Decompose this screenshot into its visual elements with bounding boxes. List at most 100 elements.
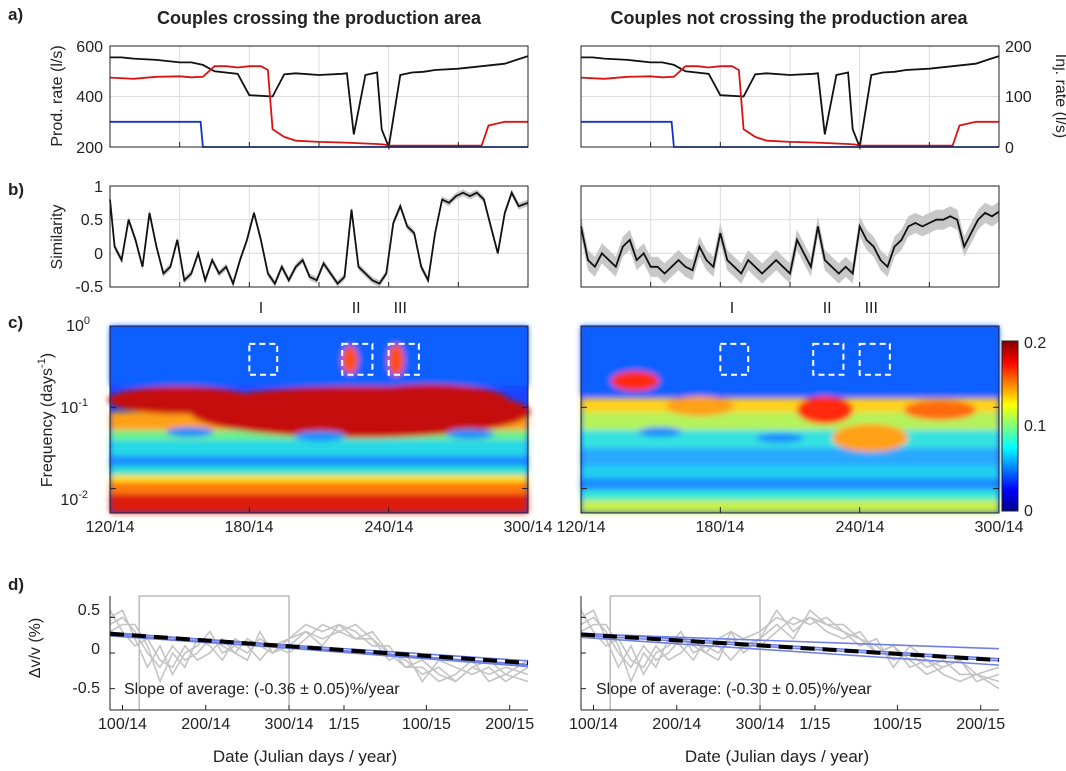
xtick-label-240-14-left: 240/14	[365, 519, 414, 536]
fit-line-1	[580, 632, 1000, 650]
panel-c-left: 100 10-1 10-2 Frequency (days-1) 120/14 …	[36, 315, 553, 536]
xtick-label-180-14-right: 180/14	[696, 519, 745, 536]
xtick-label-1-15: 1/15	[328, 716, 359, 733]
event-label-I-left: I	[259, 300, 263, 317]
xtick-label-200-15: 200/15	[956, 716, 1005, 733]
colorbar-label-0.2: 0.2	[1024, 335, 1046, 352]
ylabel-prod-rate: Prod. rate (l/s)	[49, 45, 66, 146]
band-low-freq-1	[110, 494, 528, 513]
average-fit-line	[580, 632, 1000, 663]
fits-d-right	[580, 632, 1000, 666]
orange-blob-r-4	[904, 400, 976, 420]
xtick-label-180-14-left: 180/14	[225, 519, 274, 536]
panel-a-left: 600 400 200 Prod. rate (l/s)	[49, 39, 529, 157]
y2tick-label-100: 100	[1005, 89, 1032, 106]
slope-text-right: Slope of average: (-0.30 ± 0.05)%/year	[596, 681, 872, 698]
ytick-label-minus-0.5: -0.5	[75, 279, 103, 296]
ytick-label-600: 600	[76, 39, 103, 56]
orange-blob-r-3	[832, 424, 908, 452]
panel-a-right: 200 100 0 Inj. rate (l/s)	[580, 39, 1066, 157]
uncertainty-band	[581, 201, 999, 284]
series-line-1	[580, 65, 999, 147]
panel-d-left: 0.5 0 -0.5 Δv/v (%) Slope of average: (-…	[27, 595, 534, 766]
xtick-label-100-15: 100/15	[402, 716, 451, 733]
ylabel-dvv: Δv/v (%)	[27, 618, 44, 678]
ylabel-frequency: Frequency (days-1)	[36, 353, 56, 487]
panel-letter-c: c)	[8, 313, 23, 332]
traces-d-left	[109, 609, 529, 684]
ticks-c-right	[580, 325, 1000, 513]
event-label-I-right: I	[730, 300, 734, 317]
colorbar: 0.2 0.1 0	[1001, 335, 1046, 520]
xtick-label-300-14-left: 300/14	[504, 519, 553, 536]
cyan-hole-1	[166, 427, 214, 437]
xtick-label-200-15: 200/15	[485, 716, 534, 733]
event-box-3	[387, 342, 420, 376]
heatmap-c-left	[108, 325, 530, 514]
ytick-label-0.5: 0.5	[81, 212, 103, 229]
series-b-left	[109, 189, 529, 287]
xtick-label-100-14: 100/14	[569, 716, 618, 733]
panel-b-left: 1 0.5 0 -0.5 Similarity	[49, 179, 529, 296]
series-b-right	[580, 201, 1000, 284]
ticks-a-left	[109, 142, 529, 147]
slope-text-left: Slope of average: (-0.36 ± 0.05)%/year	[124, 681, 400, 698]
ytick-label-d-0: 0	[91, 641, 100, 658]
boxes-c-right	[719, 342, 891, 376]
ytick-label-0: 0	[94, 246, 103, 263]
axes-d-right	[580, 596, 999, 711]
xtick-label-120-14-right: 120/14	[557, 519, 606, 536]
ticks-c-left	[109, 325, 529, 513]
dvv-trace-3	[109, 623, 529, 684]
panel-letter-a: a)	[8, 5, 23, 24]
fit-line-3	[580, 636, 1000, 666]
series-line-0	[581, 55, 1000, 151]
dvv-trace-4	[109, 609, 529, 683]
red-blob-left	[108, 386, 252, 414]
band-low-freq-5	[110, 456, 528, 466]
ytick-label-10e-1: 10-1	[60, 397, 88, 417]
average-fit-line	[109, 631, 529, 665]
event-label-III-left: III	[394, 300, 407, 317]
event-box-2	[341, 342, 374, 376]
band-r-4	[581, 466, 999, 478]
xlabel-date-right: Date (Julian days / year)	[685, 747, 869, 766]
axes-frame-c-right	[580, 325, 1000, 514]
xtick-label-200-14: 200/14	[652, 716, 701, 733]
traces-d-right	[580, 608, 1000, 690]
axes-frame-c-left	[109, 325, 529, 514]
xtick-label-100-15: 100/15	[873, 716, 922, 733]
orange-blob-r-5	[666, 396, 734, 416]
ytick-label-d-0.5: 0.5	[78, 602, 100, 619]
cyan-hole-2	[294, 431, 346, 441]
similarity-line	[580, 210, 1000, 276]
hot-spot-II	[342, 346, 358, 374]
xtick-label-120-14-left: 120/14	[86, 519, 135, 536]
event-labels: I II III I II III	[259, 300, 878, 317]
orange-blob-r-1	[611, 371, 659, 391]
fit-line-4	[109, 633, 529, 668]
colorbar-label-0: 0	[1024, 503, 1033, 520]
uncertainty-band	[110, 189, 528, 287]
panel-b-right	[580, 185, 1000, 288]
ticks-a-right	[580, 142, 1000, 147]
event-box-2	[812, 342, 845, 376]
xtick-label-300-14: 300/14	[736, 716, 785, 733]
band-low-freq-3	[110, 475, 528, 482]
y2tick-label-0: 0	[1005, 140, 1014, 157]
title-left: Couples crossing the production area	[157, 8, 482, 28]
boxes-c-left	[248, 342, 420, 376]
xtick-label-300-14-right: 300/14	[975, 519, 1024, 536]
similarity-line	[109, 190, 529, 287]
xlabel-date-left: Date (Julian days / year)	[213, 747, 397, 766]
band-high-1	[110, 326, 528, 386]
xtick-labels-d-right: 100/14 200/14 300/14 1/15 100/15 200/15	[569, 716, 1005, 733]
heatmap-blobs-left	[108, 326, 530, 513]
series-line-0	[110, 55, 529, 151]
band-low-freq-2	[110, 482, 528, 494]
cyan-hole-3	[446, 429, 494, 439]
ylabel-inj-rate: Inj. rate (l/s)	[1052, 54, 1066, 138]
heatmap-c-right	[580, 325, 1000, 514]
title-right: Couples not crossing the production area	[610, 8, 968, 28]
